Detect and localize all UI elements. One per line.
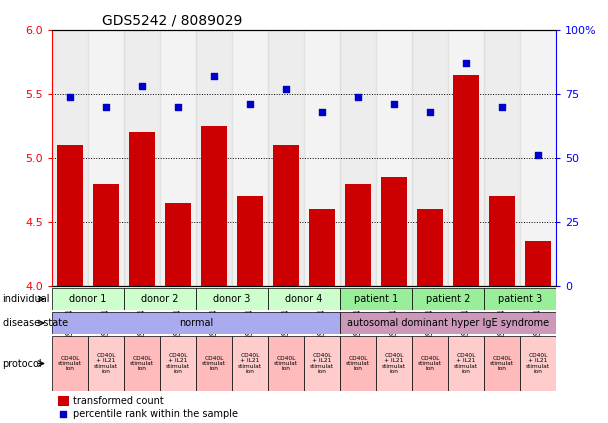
Bar <box>484 30 520 286</box>
Text: patient 3: patient 3 <box>498 294 542 304</box>
Point <box>101 103 111 110</box>
Bar <box>274 145 299 286</box>
Bar <box>52 336 88 391</box>
Point <box>461 60 471 67</box>
Bar <box>232 336 268 391</box>
Bar <box>130 132 154 286</box>
Text: donor 3: donor 3 <box>213 294 250 304</box>
Text: CD40L
stimulat
ion: CD40L stimulat ion <box>418 356 442 371</box>
Point <box>317 109 327 115</box>
Text: CD40L
stimulat
ion: CD40L stimulat ion <box>274 356 298 371</box>
Point <box>65 93 75 100</box>
Bar <box>489 196 514 286</box>
Bar <box>124 30 160 286</box>
Bar <box>340 336 376 391</box>
Point <box>281 85 291 92</box>
Point <box>58 411 68 418</box>
Text: CD40L
stimulat
ion: CD40L stimulat ion <box>202 356 226 371</box>
Text: individual: individual <box>2 294 50 304</box>
Bar <box>237 196 263 286</box>
Text: CD40L
+ IL21
stimulat
ion: CD40L + IL21 stimulat ion <box>526 353 550 374</box>
Text: patient 2: patient 2 <box>426 294 470 304</box>
Bar <box>412 30 448 286</box>
Text: GDS5242 / 8089029: GDS5242 / 8089029 <box>102 14 243 27</box>
Bar <box>412 288 484 310</box>
Bar <box>304 336 340 391</box>
Point <box>173 103 183 110</box>
Text: CD40L
+ IL21
stimulat
ion: CD40L + IL21 stimulat ion <box>382 353 406 374</box>
Bar <box>88 336 124 391</box>
Text: disease state: disease state <box>2 318 67 328</box>
Bar <box>57 145 83 286</box>
Bar <box>124 336 160 391</box>
Bar <box>484 336 520 391</box>
Bar <box>268 336 304 391</box>
Bar <box>448 30 484 286</box>
Bar <box>340 288 412 310</box>
Bar <box>381 177 407 286</box>
Bar <box>52 312 340 334</box>
Bar <box>165 203 190 286</box>
Point <box>533 152 543 159</box>
Text: autosomal dominant hyper IgE syndrome: autosomal dominant hyper IgE syndrome <box>347 318 549 328</box>
Bar <box>448 336 484 391</box>
Bar <box>94 184 119 286</box>
Bar <box>268 288 340 310</box>
Bar <box>345 184 371 286</box>
Text: protocol: protocol <box>2 359 42 368</box>
Text: CD40L
stimulat
ion: CD40L stimulat ion <box>346 356 370 371</box>
Text: donor 2: donor 2 <box>141 294 179 304</box>
Text: donor 4: donor 4 <box>285 294 323 304</box>
Bar <box>52 288 124 310</box>
Text: donor 1: donor 1 <box>69 294 106 304</box>
Point <box>209 73 219 80</box>
Bar <box>196 336 232 391</box>
Point <box>497 103 507 110</box>
Bar <box>418 209 443 286</box>
Text: CD40L
+ IL21
stimulat
ion: CD40L + IL21 stimulat ion <box>166 353 190 374</box>
Bar <box>124 288 196 310</box>
Text: CD40L
stimulat
ion: CD40L stimulat ion <box>490 356 514 371</box>
Point <box>353 93 363 100</box>
Point <box>245 101 255 107</box>
Bar <box>52 30 88 286</box>
Bar <box>340 312 556 334</box>
Bar <box>268 30 304 286</box>
Text: CD40L
stimulat
ion: CD40L stimulat ion <box>58 356 82 371</box>
Bar <box>412 336 448 391</box>
Bar <box>520 336 556 391</box>
Bar <box>525 241 551 286</box>
Bar <box>309 209 334 286</box>
Text: transformed count: transformed count <box>74 396 164 406</box>
Text: CD40L
+ IL21
stimulat
ion: CD40L + IL21 stimulat ion <box>310 353 334 374</box>
Text: CD40L
+ IL21
stimulat
ion: CD40L + IL21 stimulat ion <box>94 353 118 374</box>
Bar <box>376 336 412 391</box>
Point <box>389 101 399 107</box>
Text: percentile rank within the sample: percentile rank within the sample <box>74 409 238 419</box>
Point <box>425 109 435 115</box>
Bar <box>201 126 227 286</box>
Bar <box>340 30 376 286</box>
Text: CD40L
+ IL21
stimulat
ion: CD40L + IL21 stimulat ion <box>238 353 262 374</box>
Bar <box>376 30 412 286</box>
Bar <box>484 288 556 310</box>
Bar <box>160 336 196 391</box>
Bar <box>304 30 340 286</box>
Text: normal: normal <box>179 318 213 328</box>
Text: CD40L
stimulat
ion: CD40L stimulat ion <box>130 356 154 371</box>
Text: patient 1: patient 1 <box>354 294 398 304</box>
Text: CD40L
+ IL21
stimulat
ion: CD40L + IL21 stimulat ion <box>454 353 478 374</box>
Bar <box>520 30 556 286</box>
Bar <box>160 30 196 286</box>
Bar <box>232 30 268 286</box>
Bar <box>58 396 69 406</box>
Bar <box>454 75 478 286</box>
Point <box>137 83 147 90</box>
Bar <box>196 30 232 286</box>
Bar <box>88 30 124 286</box>
Bar <box>196 288 268 310</box>
